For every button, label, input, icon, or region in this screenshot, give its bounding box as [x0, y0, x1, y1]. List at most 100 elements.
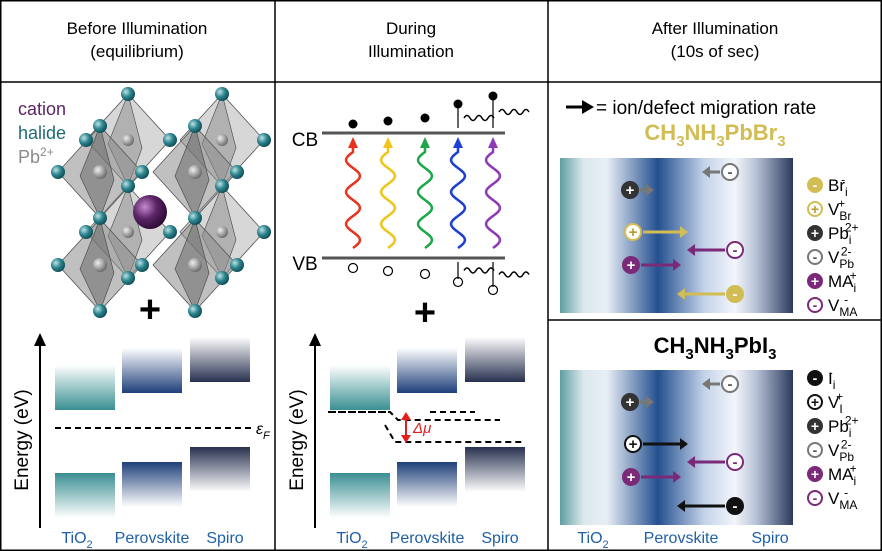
legend-label: VMA- — [828, 485, 857, 512]
column-title: (10s of sec) — [671, 42, 760, 61]
layer-label: Perovskite — [390, 530, 465, 547]
legend-label-sub: MA — [839, 305, 857, 319]
formula-part: 3 — [685, 346, 693, 363]
legend-label-sup: 2+ — [845, 220, 859, 234]
quasi-fermi — [328, 412, 500, 420]
photon — [381, 144, 395, 248]
layer-label: Spiro — [481, 530, 518, 547]
atom — [230, 165, 244, 179]
legend-label-sup: + — [850, 268, 857, 282]
atom — [230, 258, 244, 272]
band-box — [122, 462, 182, 507]
crystal-label-base: halide — [18, 123, 66, 143]
legend-symbol: - — [813, 370, 818, 386]
delta-mu: Δμ — [412, 420, 431, 437]
figure: Before Illumination(equilibrium)DuringIl… — [0, 0, 882, 551]
legend-label-sub: i — [854, 281, 857, 295]
legend-label-base: V — [828, 441, 840, 460]
crystal-label: Pb2+ — [18, 145, 54, 167]
energy-axis-head — [34, 333, 46, 346]
legend-label: VMA- — [828, 292, 857, 319]
atom — [257, 133, 271, 147]
layer-label-sub: 2 — [87, 539, 93, 551]
legend-symbol: - — [813, 297, 818, 313]
electron — [421, 114, 430, 123]
column-title: After Illumination — [652, 19, 779, 38]
band-box — [465, 337, 525, 382]
formula-part: CH — [644, 120, 676, 145]
legend-label-sup: - — [841, 172, 845, 186]
atom — [93, 165, 107, 179]
legend-label: VPb2- — [828, 437, 854, 464]
migration-key: = ion/defect migration rate — [596, 98, 816, 119]
legend-label: Bri- — [828, 172, 848, 199]
legend-symbol: + — [811, 225, 819, 241]
layer-label: Perovskite — [115, 530, 190, 547]
hole — [421, 270, 430, 279]
formula-part: NH — [694, 333, 726, 358]
legend-symbol: + — [811, 418, 819, 434]
defect-symbol: + — [629, 224, 638, 241]
formula: CH3NH3PbI3 — [654, 333, 777, 363]
layer-label-base: Perovskite — [115, 530, 190, 547]
crystal-label-sup: 2+ — [40, 145, 54, 159]
legend-label-sup: 2+ — [845, 413, 859, 427]
legend-symbol: - — [813, 249, 818, 265]
formula-part: 3 — [676, 133, 684, 150]
atom — [93, 211, 107, 225]
atom — [121, 271, 135, 285]
layer-label-base: Perovskite — [390, 530, 465, 547]
legend-symbol: + — [811, 466, 819, 482]
layer-label-sub: 2 — [603, 539, 609, 551]
photon — [346, 144, 360, 248]
layer-label: TiO2 — [577, 530, 608, 551]
legend-label: MAi+ — [828, 461, 857, 488]
atom — [121, 87, 135, 101]
key-arrow-head — [582, 100, 594, 114]
band-label: VB — [292, 254, 317, 275]
atom — [215, 87, 229, 101]
electron — [384, 117, 393, 126]
photon-head — [488, 137, 498, 148]
defect-symbol: - — [733, 286, 738, 303]
layer-label: TiO2 — [336, 530, 367, 551]
defect-symbol: + — [627, 257, 636, 274]
photon-head — [348, 137, 358, 148]
photon-head — [383, 137, 393, 148]
layer-label-base: Spiro — [206, 530, 243, 547]
defect-symbol: - — [728, 376, 733, 393]
layer-label: Perovskite — [644, 530, 719, 547]
legend-label-sup: + — [838, 196, 845, 210]
atom — [188, 258, 202, 272]
atom — [51, 165, 65, 179]
legend-symbol: + — [811, 201, 819, 217]
phonon — [464, 268, 494, 273]
atom — [188, 165, 202, 179]
formula-part: 3 — [768, 346, 776, 363]
legend-label-sup: - — [844, 292, 848, 306]
atom — [188, 211, 202, 225]
defect-symbol: + — [627, 469, 636, 486]
atom — [215, 179, 229, 193]
phonon — [499, 272, 529, 277]
formula-part: 3 — [716, 133, 724, 150]
legend-label-sub: i — [845, 185, 848, 199]
band-box — [122, 348, 182, 393]
legend-label-sub: MA — [839, 498, 857, 512]
electron — [454, 100, 463, 109]
legend-label-sub: i — [854, 474, 857, 488]
plus: + — [139, 289, 161, 331]
column-title: Before Illumination — [67, 19, 208, 38]
hole — [349, 264, 358, 273]
legend-label: Pbi2+ — [828, 220, 859, 247]
atom — [122, 226, 134, 238]
layer-label-base: Perovskite — [644, 530, 719, 547]
legend-label-base: V — [828, 248, 840, 267]
atom — [79, 133, 93, 147]
band-box — [190, 447, 250, 492]
plus: + — [414, 292, 436, 334]
energy-axis-label: Energy (eV) — [12, 389, 33, 490]
legend-label-base: V — [828, 296, 840, 315]
phonon — [464, 116, 494, 121]
column-title: (equilibrium) — [90, 42, 184, 61]
